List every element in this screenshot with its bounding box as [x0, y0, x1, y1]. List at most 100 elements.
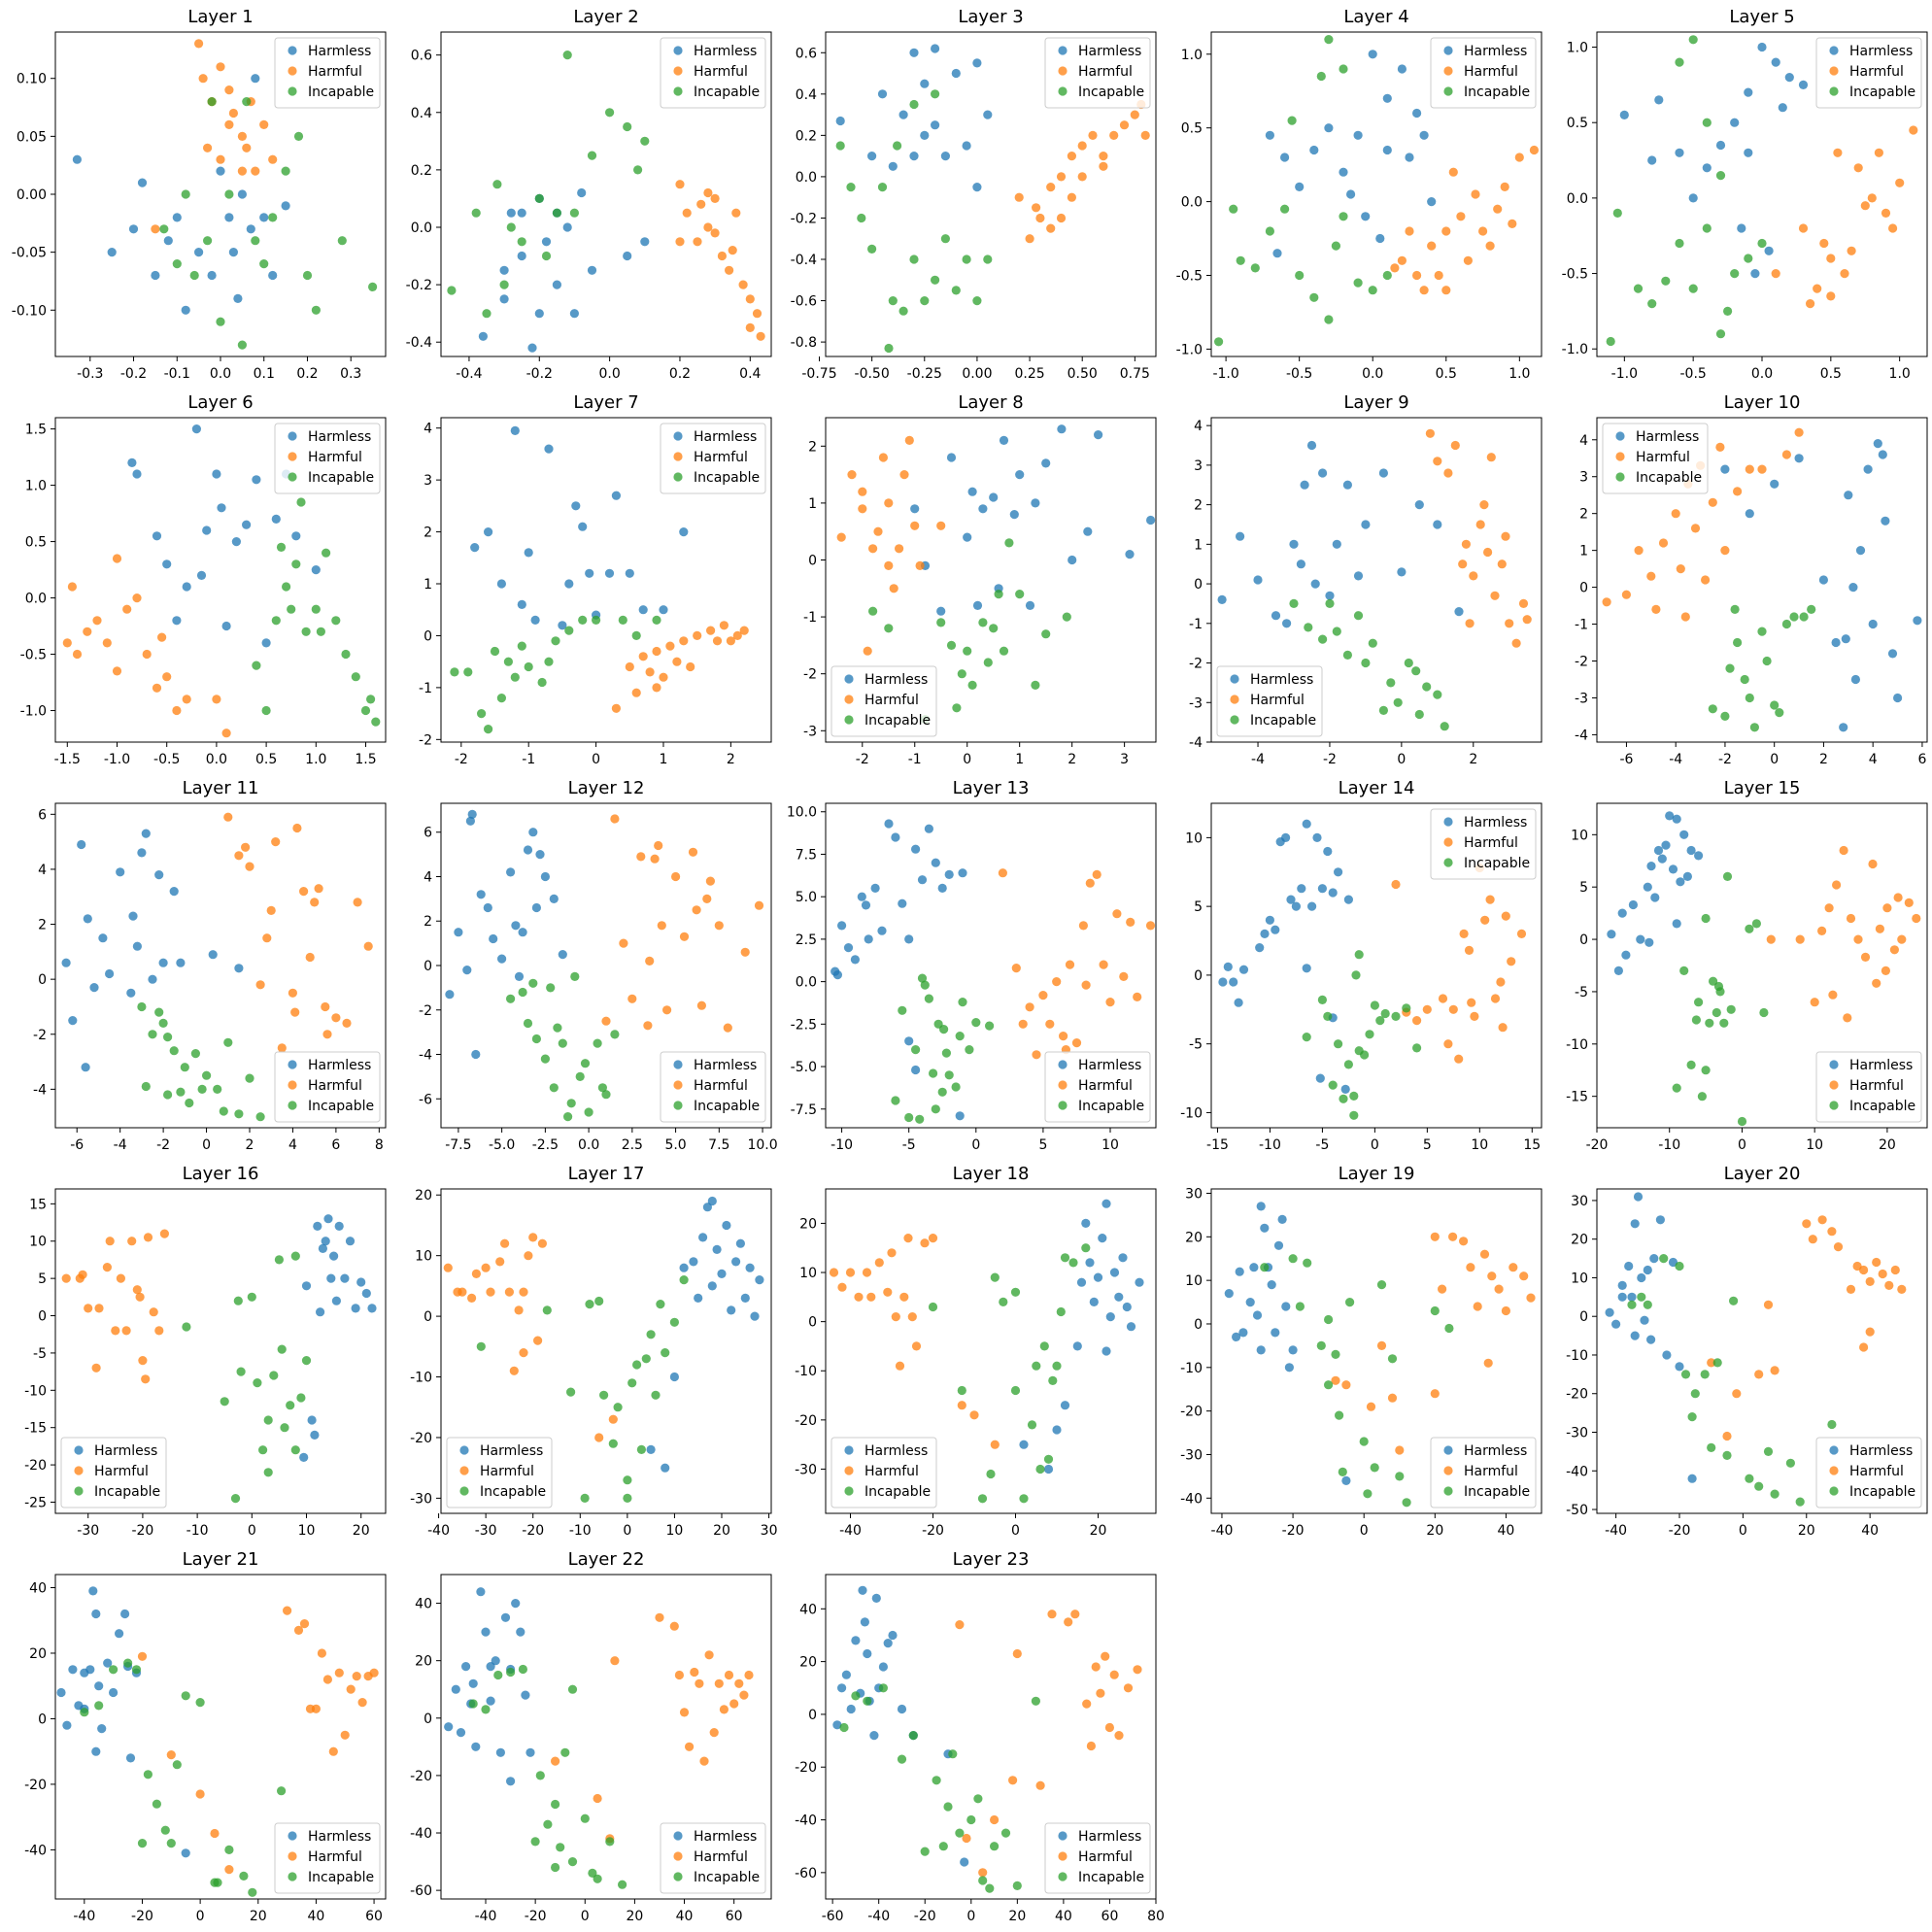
point-harmful [102, 1263, 112, 1272]
point-harmful [500, 1238, 510, 1248]
x-tick-label: -1.0 [104, 752, 130, 767]
point-harmful [1101, 1651, 1110, 1661]
point-incapable [943, 1802, 953, 1812]
point-harmful [1860, 952, 1871, 963]
point-incapable [944, 1070, 954, 1080]
point-harmless [1715, 140, 1726, 151]
x-tick-label: -0.2 [526, 366, 553, 382]
point-harmless [707, 1281, 717, 1291]
point-harmless [1657, 854, 1667, 864]
point-harmful [594, 1433, 604, 1442]
point-harmless [937, 883, 947, 894]
point-harmful [1859, 1265, 1869, 1275]
point-harmful [699, 1756, 709, 1766]
point-incapable [1754, 1481, 1764, 1491]
point-harmless [858, 1585, 867, 1595]
point-incapable [888, 296, 898, 306]
point-incapable [1387, 1354, 1398, 1364]
point-harmful [1882, 903, 1892, 913]
point-harmless [1105, 1312, 1115, 1322]
point-harmful [509, 1366, 519, 1375]
point-harmless [1382, 145, 1392, 155]
legend-label-harmless: Harmless [1849, 1058, 1913, 1073]
point-incapable [131, 1665, 142, 1675]
point-incapable [203, 236, 213, 246]
legend-label-harmful: Harmful [1078, 1849, 1133, 1865]
point-harmless [1831, 637, 1841, 648]
point-incapable [1781, 619, 1791, 629]
point-incapable [530, 1837, 540, 1847]
point-incapable [599, 1390, 609, 1400]
point-harmful [645, 667, 655, 677]
point-incapable [578, 615, 588, 626]
point-incapable [1606, 336, 1615, 347]
point-incapable [983, 658, 993, 667]
legend-marker-harmful [1443, 66, 1453, 76]
point-harmful [1483, 547, 1493, 558]
point-incapable [290, 1251, 300, 1261]
point-incapable [1705, 1018, 1714, 1028]
point-harmless [707, 1196, 717, 1206]
point-harmless [1255, 943, 1265, 953]
point-incapable [1402, 1003, 1411, 1013]
point-incapable [1361, 658, 1371, 668]
point-incapable [846, 183, 856, 192]
y-tick-label: -0.05 [12, 246, 47, 261]
point-harmful [1676, 564, 1685, 574]
point-harmless [1093, 1272, 1103, 1282]
point-harmless [316, 1307, 325, 1317]
points-layer [1607, 811, 1921, 1127]
x-tick-label: 0.0 [598, 366, 620, 382]
point-harmful [688, 847, 698, 857]
point-harmless [1757, 42, 1767, 52]
point-harmful [962, 1833, 971, 1844]
subplot-title: Layer 10 [1724, 392, 1801, 413]
axes-frame [1596, 1188, 1928, 1514]
point-incapable [518, 1664, 528, 1675]
point-harmful [292, 823, 302, 833]
point-incapable [1785, 1458, 1795, 1468]
y-tick-label: -40 [24, 1843, 47, 1858]
point-harmless [920, 79, 930, 88]
point-harmful [1443, 1039, 1453, 1049]
point-harmless [486, 1696, 495, 1706]
point-harmless [116, 867, 125, 877]
point-harmless [181, 1848, 190, 1858]
point-incapable [978, 1876, 988, 1885]
point-harmless [1655, 1215, 1665, 1225]
point-harmless [1281, 1302, 1291, 1311]
point-incapable [181, 189, 190, 199]
subplot-title: Layer 5 [1729, 7, 1794, 27]
y-tick-label: -4 [33, 1082, 47, 1098]
point-incapable [493, 1670, 503, 1680]
point-incapable [1643, 1300, 1652, 1309]
y-tick-label: 10 [29, 1235, 47, 1250]
point-harmful [1067, 192, 1076, 202]
point-harmless [162, 559, 172, 569]
point-harmful [83, 627, 92, 636]
point-incapable [341, 649, 351, 660]
point-incapable [1041, 629, 1051, 639]
point-incapable [503, 657, 514, 666]
point-incapable [1722, 871, 1733, 882]
x-tick-label: -1.0 [1611, 366, 1638, 382]
point-harmful [154, 1326, 164, 1336]
point-harmful [619, 938, 628, 948]
point-harmless [181, 305, 190, 315]
x-tick-label: 2 [1819, 752, 1828, 767]
y-tick-label: -10 [410, 1371, 432, 1386]
x-tick-label: -0.1 [164, 366, 190, 382]
point-incapable [269, 1371, 279, 1380]
point-harmful [1485, 241, 1495, 251]
point-harmful [1895, 178, 1905, 187]
point-harmless [271, 514, 281, 525]
point-harmless [216, 166, 225, 176]
point-incapable [1378, 705, 1388, 716]
legend-box [830, 1437, 937, 1508]
point-incapable [1288, 1254, 1298, 1264]
legend-label-harmless: Harmless [1078, 1829, 1141, 1845]
point-harmless [740, 1293, 750, 1303]
legend-marker-harmful [1829, 1466, 1839, 1475]
point-harmful [1480, 915, 1490, 925]
